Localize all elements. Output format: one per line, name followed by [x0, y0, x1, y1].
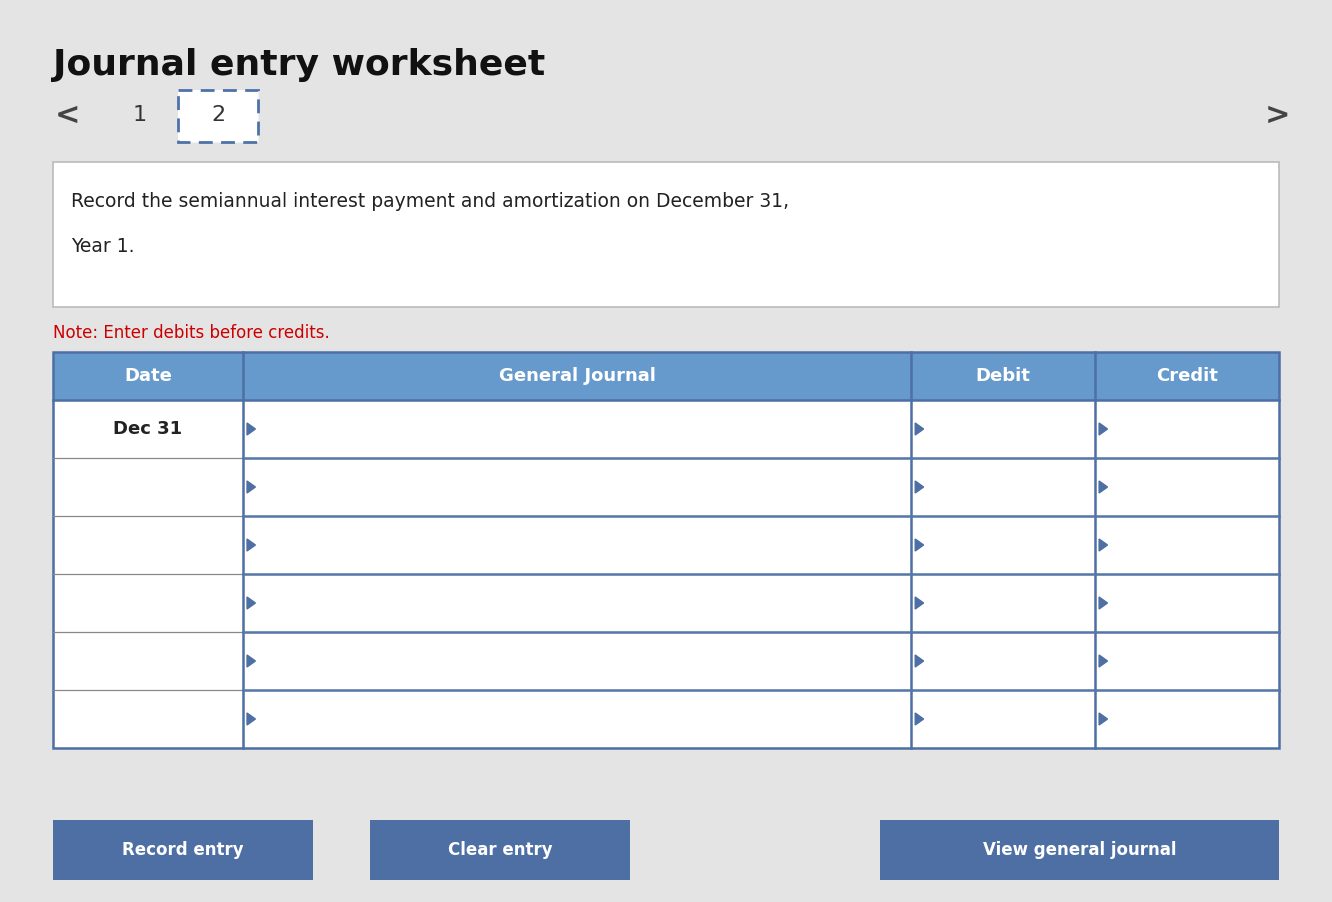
Text: View general journal: View general journal	[983, 841, 1176, 859]
Bar	[178, 90, 258, 142]
Text: Clear entry: Clear entry	[448, 841, 553, 859]
Polygon shape	[246, 481, 256, 493]
Text: <: <	[55, 100, 80, 130]
Polygon shape	[915, 655, 923, 667]
Text: >: >	[1264, 100, 1289, 130]
Bar	[53, 352, 1279, 400]
Polygon shape	[246, 423, 256, 435]
Bar	[53, 400, 1279, 458]
Polygon shape	[246, 713, 256, 725]
Bar	[53, 162, 1279, 307]
Bar	[53, 632, 1279, 690]
Polygon shape	[1099, 713, 1107, 725]
Text: 2: 2	[210, 105, 225, 125]
Polygon shape	[915, 423, 923, 435]
Bar	[53, 352, 1279, 748]
Text: Year 1.: Year 1.	[71, 237, 135, 256]
Bar	[53, 162, 1279, 307]
Bar	[53, 516, 1279, 574]
Bar	[53, 574, 1279, 632]
Bar	[53, 458, 1279, 516]
Polygon shape	[246, 539, 256, 551]
Polygon shape	[246, 597, 256, 609]
Polygon shape	[1099, 539, 1107, 551]
Polygon shape	[915, 597, 923, 609]
Bar	[370, 820, 630, 880]
Polygon shape	[246, 655, 256, 667]
Text: Debit: Debit	[976, 367, 1031, 385]
Text: Dec 31: Dec 31	[113, 420, 182, 438]
Polygon shape	[915, 539, 923, 551]
Bar	[53, 690, 1279, 748]
Text: Credit: Credit	[1156, 367, 1217, 385]
Text: Record entry: Record entry	[123, 841, 244, 859]
Bar	[53, 820, 313, 880]
Polygon shape	[915, 713, 923, 725]
Text: Note: Enter debits before credits.: Note: Enter debits before credits.	[53, 324, 330, 342]
Polygon shape	[1099, 423, 1107, 435]
Polygon shape	[1099, 655, 1107, 667]
Bar	[880, 820, 1279, 880]
Polygon shape	[1099, 597, 1107, 609]
Bar	[178, 90, 258, 142]
Text: Journal entry worksheet: Journal entry worksheet	[53, 48, 545, 82]
Polygon shape	[1099, 481, 1107, 493]
Text: Record the semiannual interest payment and amortization on December 31,: Record the semiannual interest payment a…	[71, 192, 789, 211]
Text: Date: Date	[124, 367, 172, 385]
Polygon shape	[915, 481, 923, 493]
Text: 1: 1	[133, 105, 147, 125]
Text: General Journal: General Journal	[498, 367, 655, 385]
